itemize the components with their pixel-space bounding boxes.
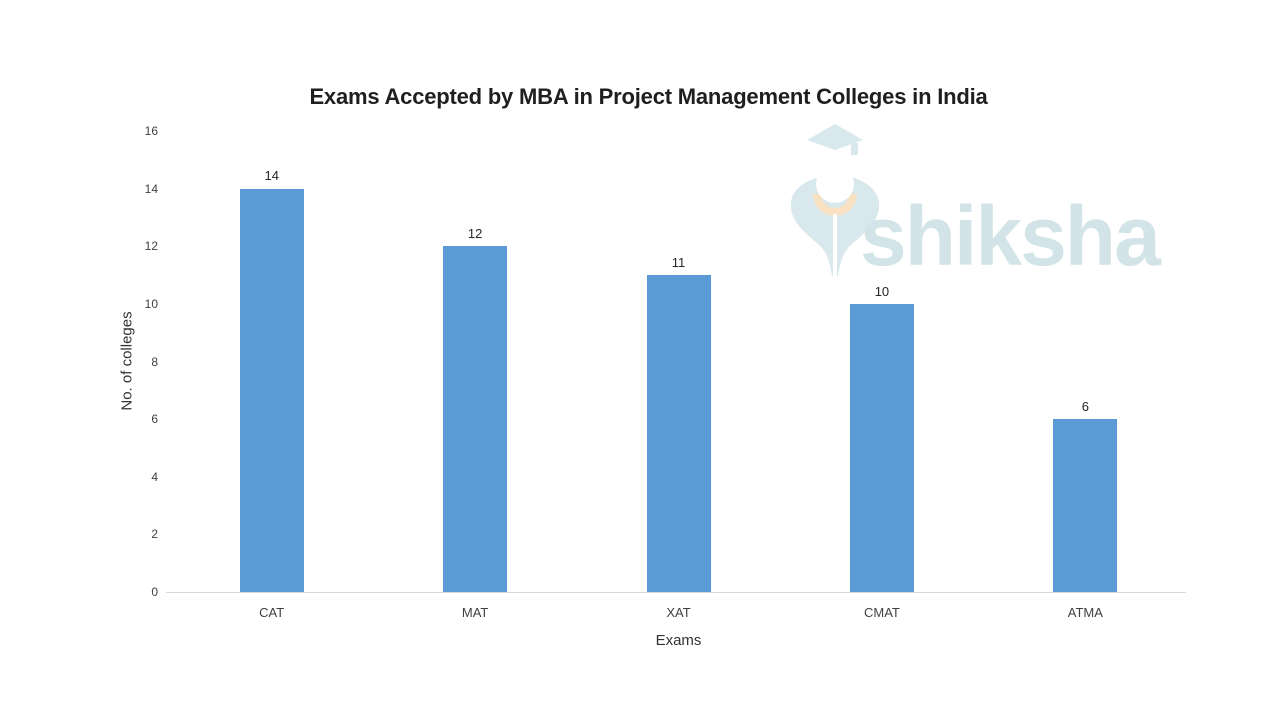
- bar-cmat: [849, 303, 914, 592]
- y-tick-label: 6: [151, 412, 158, 427]
- plot-area: 14 12 11 10 6: [170, 131, 1187, 592]
- y-tick-label: 14: [144, 181, 158, 196]
- x-category-label: CMAT: [863, 605, 900, 620]
- bar-value-label: 14: [264, 168, 279, 184]
- y-tick-label: 0: [151, 585, 158, 599]
- bar-column-cmat: 10: [780, 131, 983, 592]
- x-category-row: CAT MAT XAT CMAT ATMA: [170, 605, 1187, 620]
- y-tick-label: 12: [144, 239, 158, 254]
- y-tick-label: 4: [151, 469, 158, 484]
- x-axis-line: [166, 592, 1186, 593]
- bar-value-label: 10: [874, 283, 890, 299]
- bar-atma: [1053, 419, 1118, 592]
- bar-value-label: 11: [671, 254, 686, 270]
- bar-column-cat: 14: [170, 131, 373, 592]
- shiksha-logo-icon: [790, 124, 880, 278]
- y-tick-label: 16: [144, 124, 158, 138]
- x-category-label: CAT: [259, 605, 285, 620]
- bars-row: 14 12 11 10 6: [170, 131, 1187, 592]
- x-category-label: ATMA: [1067, 605, 1103, 620]
- bar-xat: [646, 275, 711, 592]
- bar-mat: [443, 246, 508, 592]
- y-tick-label: 2: [151, 527, 158, 542]
- pen-nib-icon: [790, 165, 880, 278]
- bar-cat: [239, 188, 304, 592]
- watermark-brand-text: shiksha: [860, 189, 1161, 283]
- y-tick-label: 8: [151, 354, 158, 369]
- bar-column-xat: 11: [577, 131, 780, 592]
- x-axis-title: Exams: [655, 632, 702, 649]
- bar-column-mat: 12: [373, 131, 576, 592]
- y-tick-label: 10: [144, 296, 158, 311]
- y-axis-ticks: 0 2 4 6 8 10 12 14 16: [100, 125, 158, 598]
- graduation-cap-icon: [807, 124, 863, 155]
- x-category-label: XAT: [666, 605, 691, 620]
- chart-title: Exams Accepted by MBA in Project Managem…: [309, 84, 988, 109]
- bar-value-label: 12: [467, 225, 483, 241]
- bar-column-atma: 6: [984, 131, 1187, 592]
- x-category-label: MAT: [461, 605, 489, 620]
- bar-value-label: 6: [1081, 398, 1089, 414]
